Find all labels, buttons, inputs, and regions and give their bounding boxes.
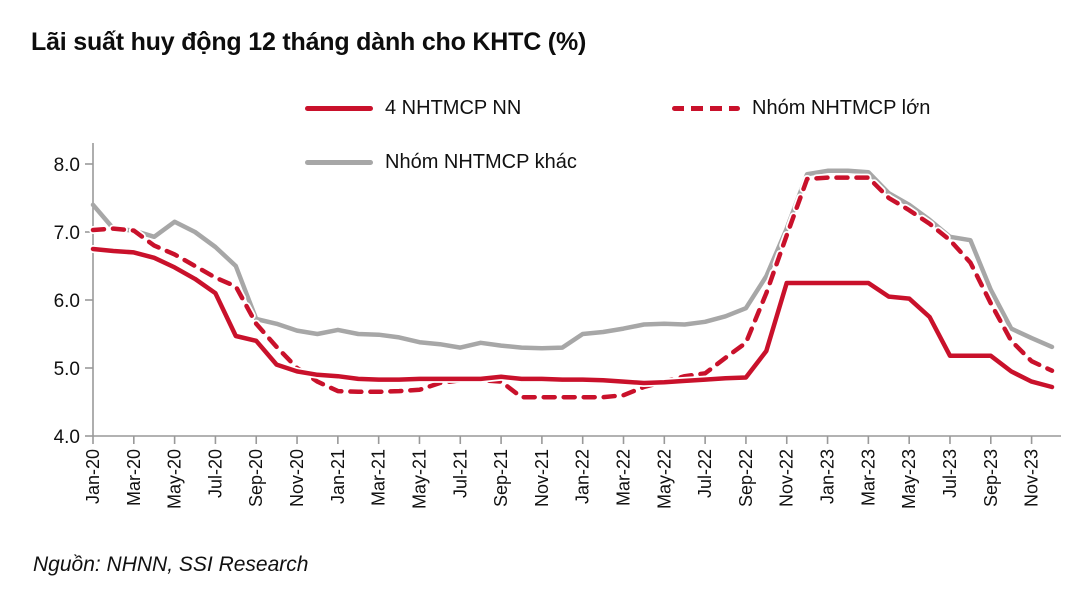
x-tick-label: Nov-20 (287, 449, 307, 507)
x-tick-label: Jul-20 (205, 449, 225, 498)
x-tick-label: Nov-22 (777, 449, 797, 507)
legend-item-4-nhtmcp-nn: 4 NHTMCP NN (305, 96, 521, 120)
x-tick-label: Jul-23 (940, 449, 960, 498)
series-line-nh-m-nhtmcp-kh-c (90, 168, 1055, 351)
x-tick-label: May-20 (165, 449, 185, 509)
x-tick-label: Sep-20 (246, 449, 266, 507)
legend-item-nhom-nhtmcp-lon: Nhóm NHTMCP lớn (672, 96, 930, 120)
chart-title: Lãi suất huy động 12 tháng dành cho KHTC… (31, 28, 587, 56)
x-tick-label: Sep-22 (736, 449, 756, 507)
x-tick-label: Jan-21 (328, 449, 348, 504)
x-tick-label: Sep-21 (491, 449, 511, 507)
y-tick-label: 7.0 (54, 223, 80, 244)
legend-label: Nhóm NHTMCP khác (385, 150, 577, 173)
series-line-4-nhtmcp-nn (90, 246, 1055, 390)
y-axis: 4.0 5.0 6.0 7.0 8.0 (54, 143, 94, 448)
x-tick-label: Jan-22 (573, 449, 593, 504)
x-tick-label: Nov-21 (532, 449, 552, 507)
y-tick-label: 6.0 (54, 291, 80, 312)
series-line-nh-m-nhtmcp-l-n (90, 175, 1055, 400)
x-tick-label: Sep-23 (981, 449, 1001, 507)
x-tick-label: May-22 (654, 449, 674, 509)
x-tick-label: May-21 (409, 449, 429, 509)
y-tick-label: 8.0 (54, 155, 80, 176)
x-tick-label: Jan-20 (83, 449, 103, 504)
y-tick-label: 5.0 (54, 359, 80, 380)
x-tick-label: Jan-23 (818, 449, 838, 504)
legend-line-dashed-red-icon (672, 105, 740, 111)
x-tick-label: Mar-20 (124, 449, 144, 506)
legend-label: Nhóm NHTMCP lớn (752, 96, 931, 119)
y-tick-label: 4.0 (54, 427, 80, 448)
x-tick-label: Jul-21 (450, 449, 470, 498)
legend-line-solid-red-icon (305, 105, 373, 111)
source-note: Nguồn: NHNN, SSI Research (33, 553, 309, 576)
x-axis: Jan-20 Mar-20 May-20 Jul-20 Sep-20 Nov-20 Jan-… (83, 435, 1061, 509)
x-tick-label: Mar-21 (369, 449, 389, 506)
legend-line-solid-gray-icon (305, 159, 373, 165)
legend-item-nhom-nhtmcp-khac: Nhóm NHTMCP khác (305, 150, 577, 174)
x-tick-label: Jul-22 (695, 449, 715, 498)
legend-label: 4 NHTMCP NN (385, 96, 522, 119)
x-tick-label: Mar-23 (858, 449, 878, 506)
x-tick-label: Nov-23 (1022, 449, 1042, 507)
x-tick-label: Mar-22 (614, 449, 634, 506)
x-tick-label: May-23 (899, 449, 919, 509)
